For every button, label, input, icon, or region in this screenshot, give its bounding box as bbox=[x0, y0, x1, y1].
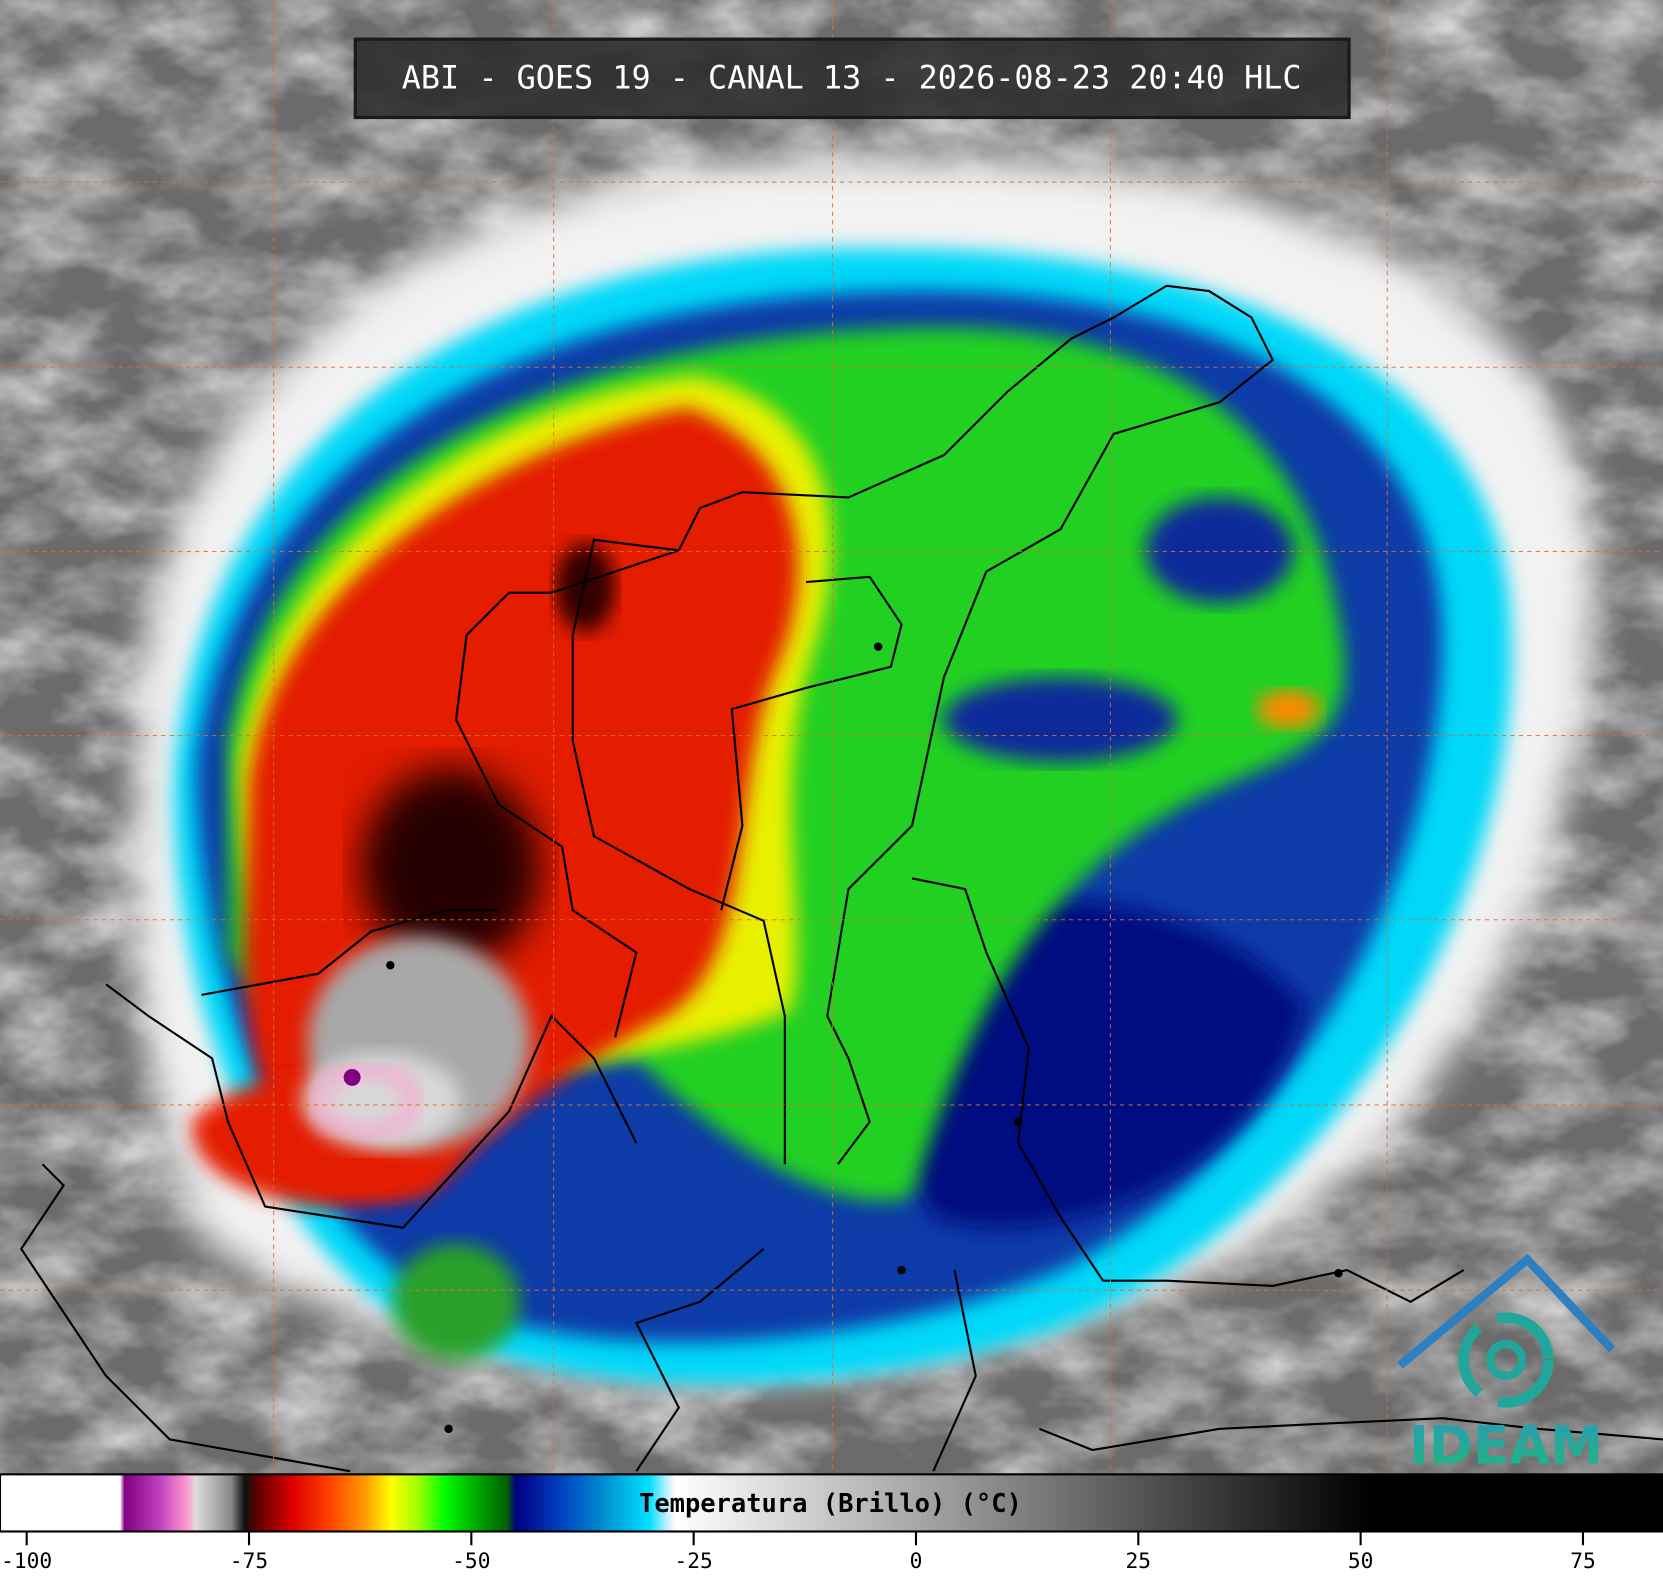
colorbar-tick-label: -75 bbox=[230, 1548, 268, 1573]
colorbar-tick-label: 50 bbox=[1348, 1548, 1374, 1573]
colorbar-tick-label: 0 bbox=[910, 1548, 923, 1573]
logo-text: IDEAM bbox=[1409, 1416, 1603, 1477]
colorbar-tick-label: -25 bbox=[675, 1548, 713, 1573]
title-box: ABI - GOES 19 - CANAL 13 - 2026-08-23 20… bbox=[353, 37, 1351, 120]
imagery bbox=[0, 0, 1663, 1475]
borders bbox=[19, 284, 1663, 1473]
colorbar-tick-label: -50 bbox=[452, 1548, 490, 1573]
graticule bbox=[0, 0, 1663, 1475]
colorbar-tick-label: 75 bbox=[1570, 1548, 1596, 1573]
colorbar-tick-label: -100 bbox=[1, 1548, 52, 1573]
colorbar-label: Temperatura (Brillo) (°C) bbox=[639, 1488, 1022, 1518]
logo: IDEAM bbox=[1397, 1253, 1616, 1477]
colorbar: Temperatura (Brillo) (°C) -100 -75 -50 -25 0… bbox=[0, 1473, 1663, 1577]
city-markers bbox=[386, 642, 1343, 1434]
title: ABI - GOES 19 - CANAL 13 - 2026-08-23 20… bbox=[402, 60, 1302, 96]
colorbar-tick-label: 25 bbox=[1126, 1548, 1152, 1573]
